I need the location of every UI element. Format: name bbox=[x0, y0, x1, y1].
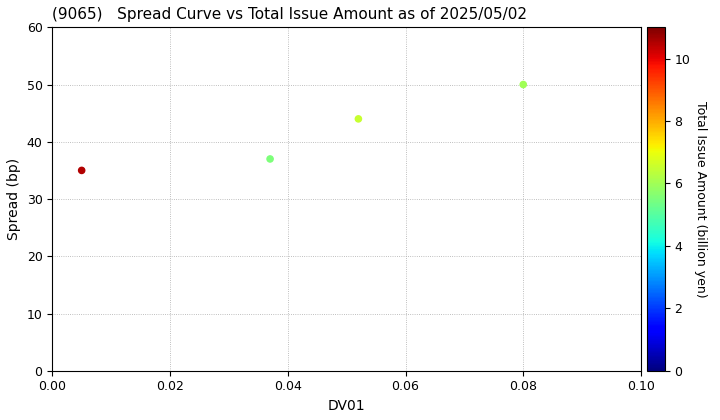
X-axis label: DV01: DV01 bbox=[328, 399, 366, 413]
Point bbox=[76, 167, 87, 174]
Point bbox=[264, 155, 276, 162]
Y-axis label: Total Issue Amount (billion yen): Total Issue Amount (billion yen) bbox=[694, 101, 707, 297]
Point bbox=[353, 116, 364, 122]
Text: (9065)   Spread Curve vs Total Issue Amount as of 2025/05/02: (9065) Spread Curve vs Total Issue Amoun… bbox=[53, 7, 527, 22]
Y-axis label: Spread (bp): Spread (bp) bbox=[7, 158, 21, 240]
Point bbox=[518, 81, 529, 88]
